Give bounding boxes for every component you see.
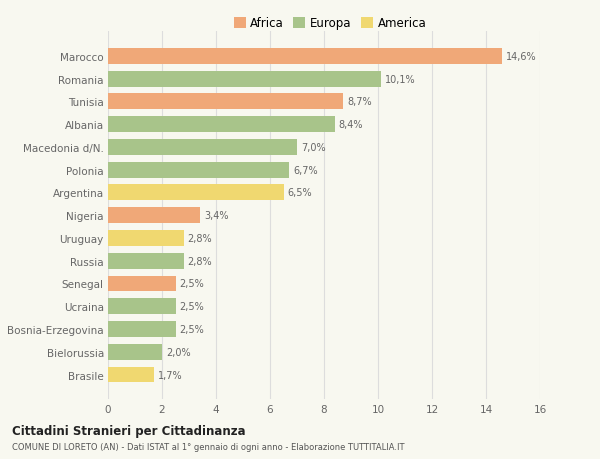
Bar bbox=[108, 344, 162, 360]
Bar bbox=[108, 230, 184, 246]
Bar bbox=[108, 94, 343, 110]
Text: 8,4%: 8,4% bbox=[339, 120, 364, 130]
Bar bbox=[108, 299, 176, 314]
Text: 8,7%: 8,7% bbox=[347, 97, 371, 107]
Text: 1,7%: 1,7% bbox=[158, 369, 182, 380]
Text: 2,0%: 2,0% bbox=[166, 347, 191, 357]
Text: 2,8%: 2,8% bbox=[188, 256, 212, 266]
Bar bbox=[108, 185, 284, 201]
Bar bbox=[108, 367, 154, 383]
Bar bbox=[108, 117, 335, 133]
Text: 7,0%: 7,0% bbox=[301, 143, 326, 152]
Bar bbox=[108, 321, 176, 337]
Text: 14,6%: 14,6% bbox=[506, 52, 537, 62]
Bar bbox=[108, 140, 297, 156]
Bar bbox=[108, 276, 176, 292]
Bar bbox=[108, 208, 200, 224]
Bar bbox=[108, 253, 184, 269]
Text: 6,7%: 6,7% bbox=[293, 165, 317, 175]
Text: 2,8%: 2,8% bbox=[188, 234, 212, 243]
Text: COMUNE DI LORETO (AN) - Dati ISTAT al 1° gennaio di ogni anno - Elaborazione TUT: COMUNE DI LORETO (AN) - Dati ISTAT al 1°… bbox=[12, 442, 404, 451]
Bar bbox=[108, 162, 289, 178]
Bar bbox=[108, 72, 381, 87]
Text: 3,4%: 3,4% bbox=[204, 211, 229, 221]
Legend: Africa, Europa, America: Africa, Europa, America bbox=[232, 15, 428, 33]
Text: 10,1%: 10,1% bbox=[385, 74, 415, 84]
Text: 2,5%: 2,5% bbox=[179, 279, 204, 289]
Text: 6,5%: 6,5% bbox=[287, 188, 312, 198]
Text: 2,5%: 2,5% bbox=[179, 302, 204, 312]
Text: Cittadini Stranieri per Cittadinanza: Cittadini Stranieri per Cittadinanza bbox=[12, 425, 245, 437]
Bar bbox=[108, 49, 502, 65]
Text: 2,5%: 2,5% bbox=[179, 325, 204, 334]
